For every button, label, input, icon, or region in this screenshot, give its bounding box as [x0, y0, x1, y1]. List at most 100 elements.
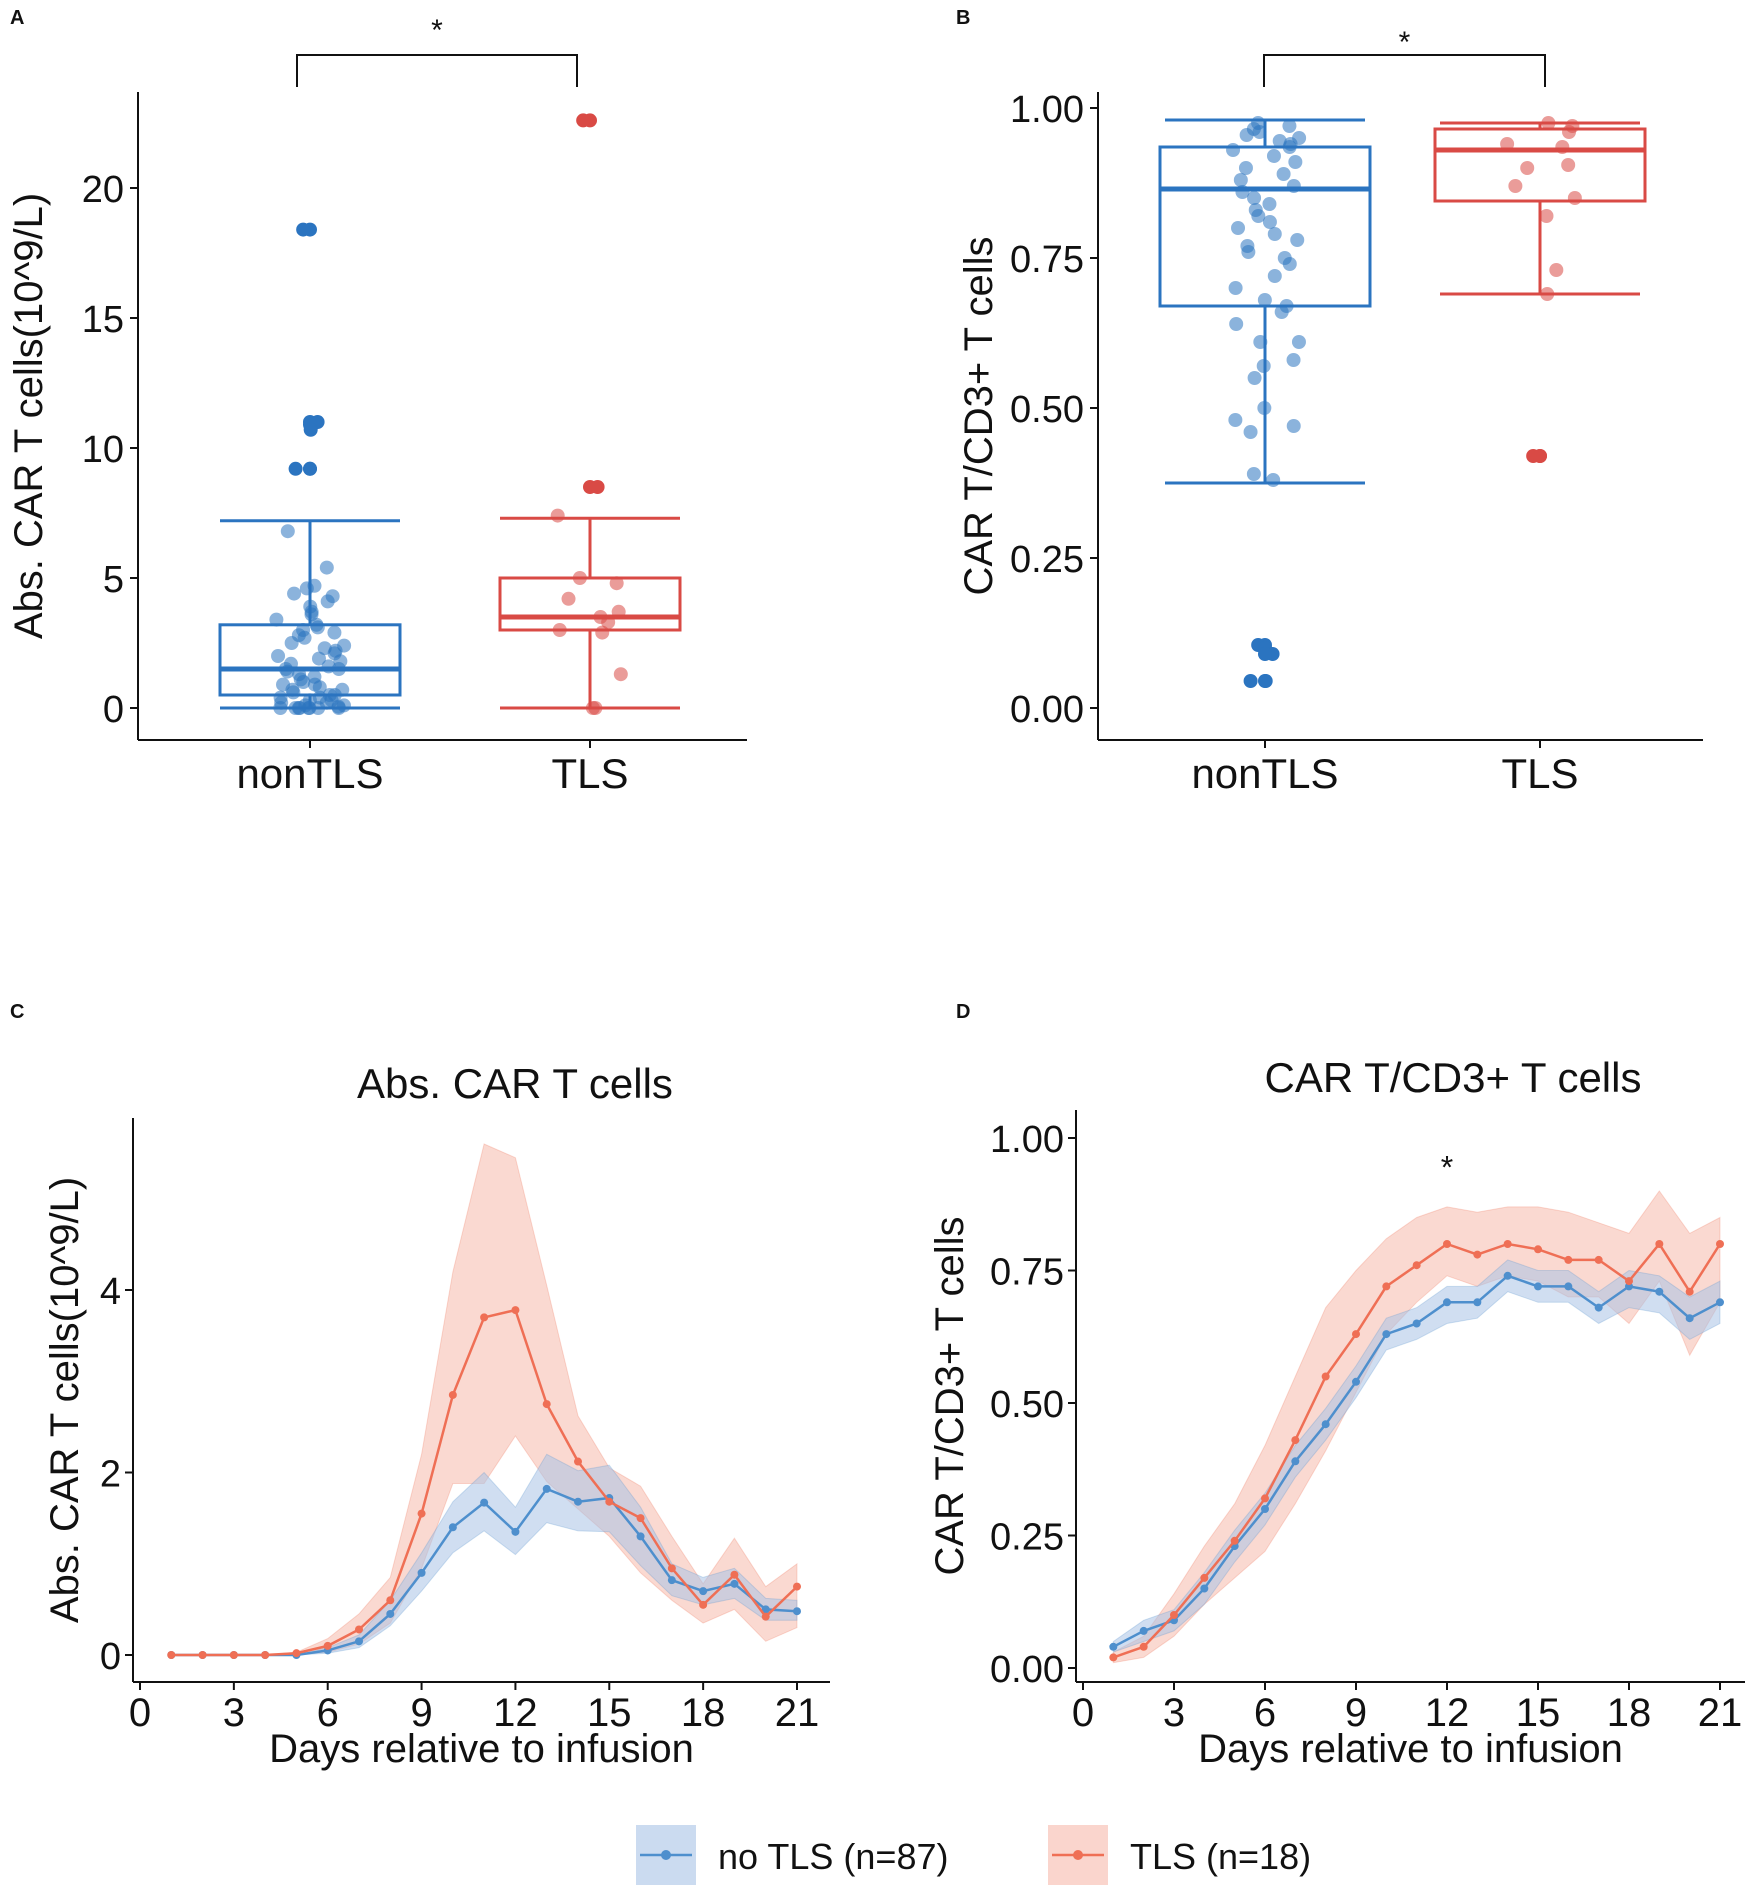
data-point	[1251, 209, 1266, 223]
series-no-tls-point	[1594, 1303, 1603, 1312]
series-tls-point	[511, 1306, 520, 1315]
x-tick-label: TLS	[551, 750, 628, 797]
series-tls-point	[1503, 1240, 1512, 1248]
data-point	[1262, 215, 1277, 229]
data-point	[1241, 245, 1256, 259]
legend-item-tls: TLS (n=18)	[1048, 1825, 1311, 1885]
series-no-tls-point	[1382, 1330, 1391, 1339]
data-point	[331, 701, 346, 715]
y-axis-label: CAR T/CD3+ T cells	[957, 236, 1001, 595]
panel-d-line-chart: CAR T/CD3+ T cells 0 3 6 9 12 15 18 21 0.00 0.25 0.…	[928, 1054, 1745, 1771]
series-tls-point	[261, 1651, 270, 1659]
box-iqr	[498, 576, 682, 632]
series-tls-point	[480, 1313, 489, 1322]
series-tls-point	[1412, 1261, 1421, 1270]
box-tls	[1433, 116, 1647, 463]
series-no-tls-point	[448, 1523, 457, 1532]
series-no-tls-point	[1716, 1298, 1724, 1307]
x-tick-label: 21	[1698, 1691, 1743, 1735]
series-tls-point	[1716, 1240, 1724, 1248]
series-no-tls-point	[511, 1527, 520, 1536]
data-point	[269, 612, 284, 627]
data-point	[311, 651, 326, 666]
series-no-tls-point	[1412, 1319, 1421, 1328]
y-tick-label: 2	[100, 1454, 121, 1496]
series-no-tls-point	[699, 1587, 708, 1596]
series-tls-point	[1473, 1250, 1482, 1259]
series-tls-point	[417, 1509, 426, 1518]
x-tick-label: nonTLS	[1191, 750, 1338, 797]
x-tick-label: 15	[587, 1691, 632, 1735]
data-point	[1288, 155, 1303, 169]
x-axis-label: Days relative to infusion	[269, 1727, 694, 1771]
series-no-tls-point	[1139, 1626, 1148, 1635]
data-point	[1520, 161, 1535, 175]
panel-label-d: D	[956, 1001, 970, 1023]
data-point	[552, 623, 567, 637]
data-point	[1266, 149, 1281, 163]
series-no-tls-point	[761, 1605, 770, 1614]
series-no-tls-point	[1200, 1584, 1209, 1593]
data-point	[1290, 233, 1305, 247]
data-point	[310, 620, 325, 635]
series-no-tls-point	[417, 1568, 426, 1577]
data-point	[287, 586, 302, 601]
box-iqr	[1433, 127, 1647, 203]
x-tick-label: 18	[1607, 1691, 1652, 1735]
series-no-tls-point	[1564, 1282, 1573, 1291]
data-point	[1282, 119, 1297, 133]
legend: no TLS (n=87) TLS (n=18)	[636, 1825, 1311, 1885]
data-point	[1247, 191, 1262, 205]
data-point	[1274, 305, 1289, 319]
data-point	[1567, 191, 1582, 205]
series-tls-point	[667, 1564, 676, 1573]
series-tls-point	[1382, 1282, 1391, 1291]
data-point	[595, 625, 610, 640]
data-point	[1267, 269, 1282, 283]
series-tls-point	[1170, 1611, 1178, 1619]
series-no-tls-point	[1109, 1642, 1118, 1651]
chart-title: CAR T/CD3+ T cells	[1265, 1054, 1642, 1101]
series-tls-point	[730, 1570, 739, 1579]
y-tick-label: 15	[82, 299, 124, 341]
series-tls-point	[292, 1649, 301, 1658]
y-tick-label: 5	[103, 559, 124, 601]
legend-swatch-point	[1073, 1850, 1083, 1860]
data-point	[585, 701, 600, 715]
series-no-tls-point	[793, 1607, 801, 1616]
series-no-tls-point	[1352, 1377, 1360, 1386]
data-point	[1282, 257, 1297, 271]
series-tls-point	[1534, 1245, 1542, 1254]
series-no-tls-point	[1534, 1282, 1542, 1291]
significance-bracket	[296, 54, 578, 87]
series-tls-point	[1109, 1653, 1118, 1662]
panel-a-boxplot: 0 5 10 15 20 nonTLS TLS Abs. CAR T cells(10^9/L…	[7, 14, 747, 797]
series-no-tls-point	[1443, 1298, 1451, 1307]
x-axis-label: Days relative to infusion	[1198, 1727, 1623, 1771]
series-tls-point	[167, 1651, 176, 1659]
data-point	[1539, 209, 1554, 223]
x-tick-label: 15	[1516, 1691, 1561, 1735]
data-point	[327, 625, 342, 640]
y-tick-label: 0.00	[990, 1649, 1064, 1691]
data-point	[1555, 140, 1570, 154]
outlier-point	[296, 222, 311, 237]
y-tick-label: 0	[103, 689, 124, 731]
series-tls-point	[1685, 1287, 1694, 1296]
outlier-point	[1533, 449, 1547, 463]
data-point	[319, 560, 334, 575]
data-point	[1276, 167, 1291, 181]
box-tls	[498, 113, 682, 715]
data-point	[1226, 143, 1241, 157]
series-tls-point	[1139, 1642, 1148, 1651]
data-point	[1561, 158, 1576, 172]
series-tls-point	[229, 1651, 238, 1659]
series-tls-point	[1625, 1277, 1633, 1286]
data-point	[1262, 197, 1277, 211]
panel-label-a: A	[10, 7, 24, 29]
x-tick-label: 18	[681, 1691, 726, 1735]
series-no-tls-point	[1655, 1287, 1664, 1296]
series-tls-point	[1230, 1536, 1239, 1545]
series-tls-point	[1564, 1255, 1573, 1264]
data-point	[304, 607, 319, 622]
